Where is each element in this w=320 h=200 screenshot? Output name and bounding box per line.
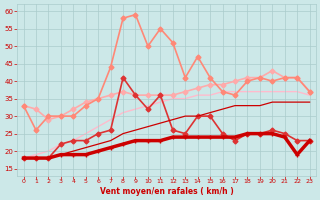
- X-axis label: Vent moyen/en rafales ( km/h ): Vent moyen/en rafales ( km/h ): [100, 187, 234, 196]
